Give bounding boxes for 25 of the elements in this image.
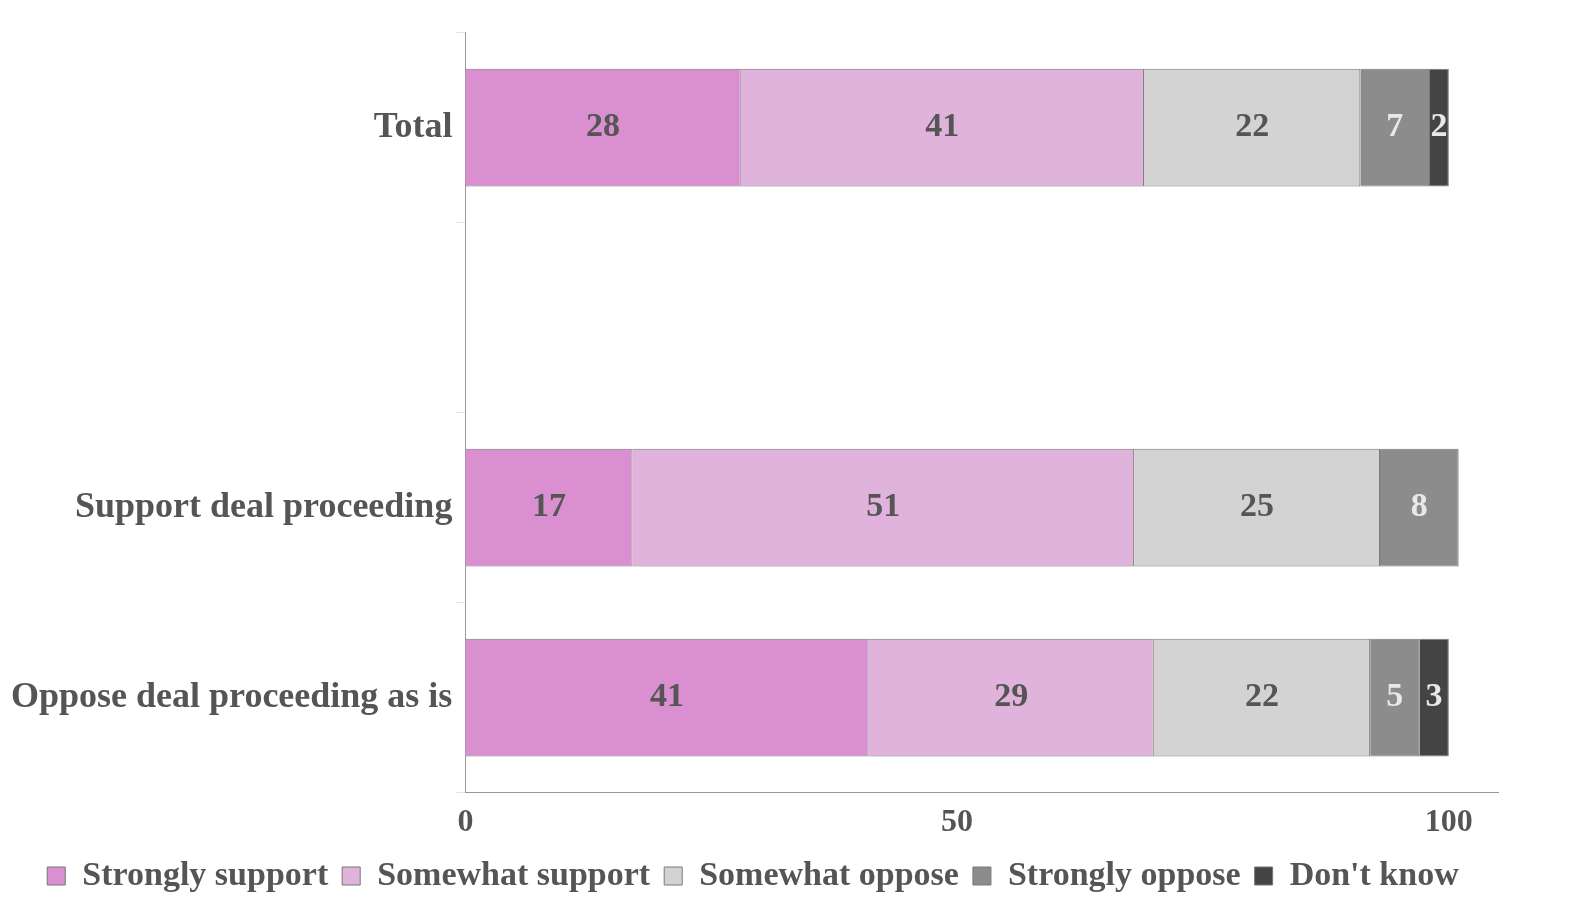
data-label: 22 — [1244, 676, 1279, 714]
data-label: 41 — [649, 676, 684, 714]
legend-label: Don't know — [1289, 854, 1460, 892]
legend-label: Strongly oppose — [1007, 854, 1241, 892]
data-label: 25 — [1240, 486, 1275, 524]
y-tick-label: Total — [373, 104, 453, 145]
y-tick-label: Oppose deal proceeding as is — [11, 674, 453, 715]
data-label: 3 — [1425, 676, 1443, 714]
data-label: 2 — [1430, 106, 1448, 144]
data-label: 17 — [531, 486, 566, 524]
data-label: 7 — [1386, 106, 1404, 144]
x-tick-label: 100 — [1424, 802, 1473, 839]
y-tick-label: Support deal proceeding — [75, 484, 453, 525]
x-tick-label: 0 — [457, 802, 474, 839]
data-label: 41 — [925, 106, 960, 144]
legend-label: Strongly support — [82, 854, 329, 892]
data-label: 22 — [1235, 106, 1270, 144]
data-label: 51 — [866, 486, 901, 524]
legend-label: Somewhat support — [377, 854, 651, 892]
data-label: 8 — [1410, 486, 1428, 524]
x-tick-label: 50 — [941, 802, 974, 839]
legend-label: Somewhat oppose — [699, 854, 959, 892]
data-label: 5 — [1386, 676, 1404, 714]
data-label: 28 — [586, 106, 621, 144]
data-label: 29 — [994, 676, 1029, 714]
